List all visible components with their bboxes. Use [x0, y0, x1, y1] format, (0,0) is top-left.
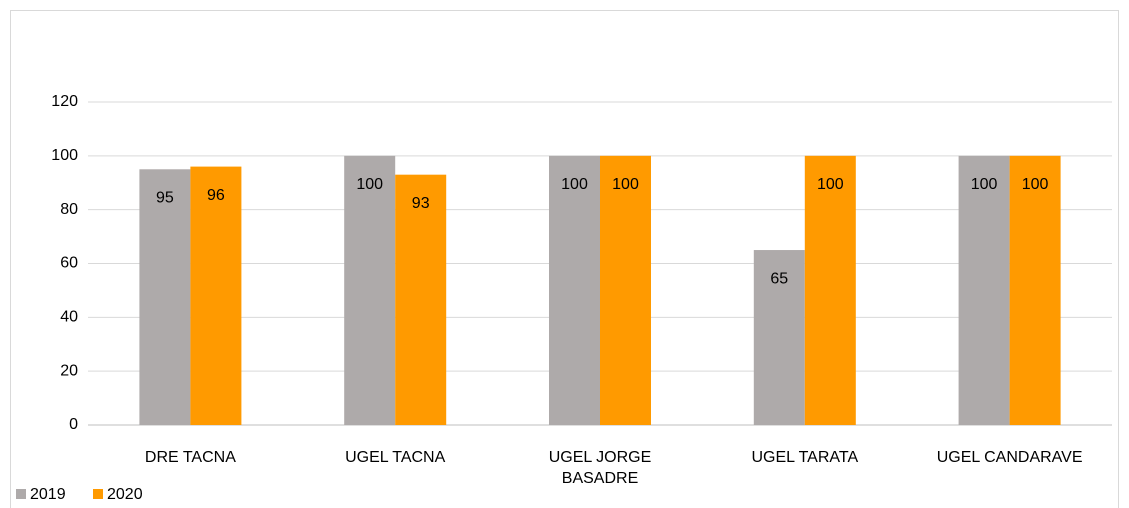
bar	[344, 155, 396, 426]
bar	[804, 155, 856, 426]
legend-label: 2019	[30, 486, 66, 503]
bar	[1009, 155, 1061, 426]
data-label: 96	[207, 187, 225, 204]
bar	[139, 169, 191, 425]
y-tick-label: 60	[60, 255, 78, 272]
bar	[753, 250, 805, 425]
data-label: 65	[770, 270, 788, 287]
legend-swatch	[16, 489, 26, 499]
data-label: 100	[1022, 176, 1049, 193]
y-tick-label: 40	[60, 309, 78, 326]
legend-label: 2020	[107, 486, 143, 503]
bar	[958, 155, 1010, 426]
data-label: 100	[356, 176, 383, 193]
chart-border	[10, 10, 1119, 508]
data-label: 100	[612, 176, 639, 193]
y-tick-label: 120	[51, 93, 78, 110]
data-label: 100	[561, 176, 588, 193]
y-tick-label: 20	[60, 362, 78, 379]
data-label: 100	[971, 176, 998, 193]
x-tick-label: UGEL CANDARAVE	[936, 449, 1083, 466]
bar	[549, 155, 600, 426]
x-tick-label: DRE TACNA	[144, 449, 236, 466]
legend-swatch	[93, 489, 103, 499]
x-tick-label: UGEL JORGE BASADRE	[548, 449, 652, 487]
data-label: 93	[412, 195, 430, 212]
bar	[600, 155, 651, 426]
data-label: 95	[156, 190, 174, 207]
bar	[190, 166, 242, 425]
y-tick-label: 100	[51, 147, 78, 164]
data-label: 100	[817, 176, 844, 193]
x-tick-label: UGEL TACNA	[345, 449, 446, 466]
y-tick-label: 0	[69, 416, 78, 433]
x-tick-label: UGEL TARATA	[751, 449, 859, 466]
bar	[395, 174, 447, 425]
y-tick-label: 80	[60, 201, 78, 218]
